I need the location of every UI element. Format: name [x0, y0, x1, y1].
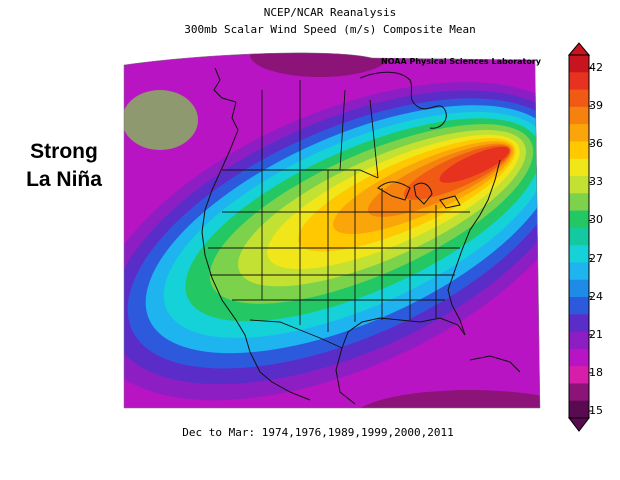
band-dark-north [250, 52, 390, 77]
colorbar-segment [569, 279, 589, 298]
map-frame [123, 52, 541, 409]
colorbar-segment [569, 331, 589, 350]
colorbar-tick-label: 24 [589, 289, 603, 303]
footer-years: Dec to Mar: 1974,1976,1989,1999,2000,201… [182, 426, 454, 439]
colorbar-segment [569, 227, 589, 246]
colorbar-segment [569, 141, 589, 160]
colorbar-segment [569, 176, 589, 194]
colorbar-segment [569, 210, 589, 229]
colorbar-segment [569, 72, 589, 91]
colorbar-segment [569, 55, 589, 73]
credit-label: NOAA Physical Sciences Laboratory [381, 57, 542, 66]
colorbar-segment [569, 89, 589, 108]
title-line-1: NCEP/NCAR Reanalysis [263, 6, 397, 19]
colorbar-segment [569, 124, 589, 142]
colorbar-tick-label: 33 [589, 175, 603, 189]
colorbar-segment [569, 106, 589, 125]
colorbar-tick-label: 30 [589, 213, 603, 227]
colorbar-tick-label: 36 [589, 137, 603, 151]
colorbar-segment [569, 193, 589, 212]
colorbar-tick-label: 42 [589, 61, 603, 74]
band-west-tongue [124, 90, 198, 150]
coastlines [201, 67, 521, 405]
side-label-line-1: Strong [30, 140, 98, 163]
colorbar-segment [569, 314, 589, 333]
colorbar-segment [569, 348, 589, 367]
colorbar-bottom-arrow [567, 417, 591, 432]
colorbar-tick-label: 15 [589, 404, 603, 417]
colorbar-segment [569, 297, 589, 315]
side-label: Strong La Niña [18, 138, 110, 194]
band-dark-south [350, 390, 540, 408]
colorbar-segment [569, 245, 589, 263]
colorbar-tick-label: 39 [589, 99, 603, 113]
colorbar-tick-label: 27 [589, 251, 603, 265]
colorbar-tick-label: 21 [589, 327, 603, 341]
colorbar-top-arrow [567, 42, 591, 56]
colorbar-segment [569, 383, 589, 402]
band-level-42 [439, 146, 510, 183]
colorbar-segment [569, 366, 589, 384]
colorbar-segment [569, 262, 589, 281]
colorbar-segment [569, 158, 589, 177]
colorbar-segment [569, 400, 589, 419]
state-borders [208, 80, 470, 349]
side-label-line-2: La Niña [26, 168, 102, 191]
title-line-2: 300mb Scalar Wind Speed (m/s) Composite … [184, 23, 476, 36]
colorbar-tick-label: 18 [589, 365, 603, 379]
